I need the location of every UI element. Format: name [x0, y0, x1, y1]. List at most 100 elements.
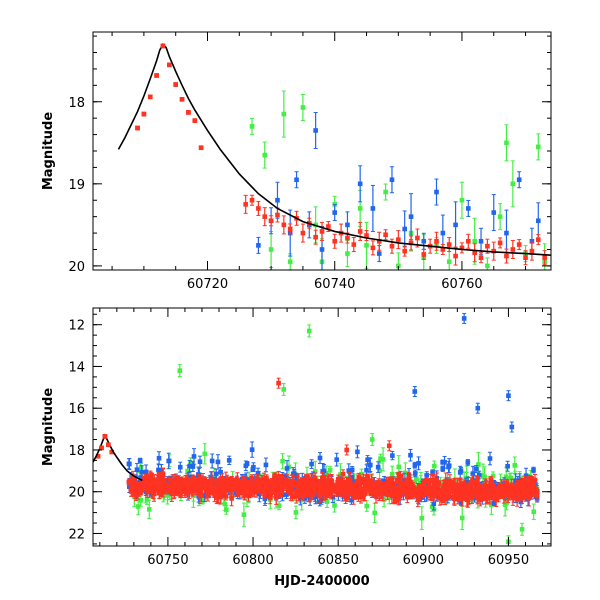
- red-data-point: [198, 145, 204, 151]
- blue-data-point: [370, 206, 376, 211]
- blue-data-point: [156, 455, 162, 461]
- red-data-point: [390, 482, 395, 488]
- red-data-point: [147, 94, 153, 100]
- green-data-point: [138, 498, 144, 503]
- green-data-point: [188, 460, 193, 466]
- red-data-point: [352, 483, 357, 489]
- red-data-point: [462, 483, 467, 489]
- blue-data-point: [213, 471, 219, 477]
- green-data-point: [281, 111, 287, 117]
- blue-data-point: [243, 463, 249, 469]
- red-data-point: [423, 478, 429, 484]
- red-data-point: [281, 222, 287, 228]
- red-data-point: [466, 238, 471, 244]
- blue-data-point: [345, 222, 350, 228]
- red-data-point: [340, 471, 346, 477]
- green-data-point: [300, 105, 306, 110]
- red-data-point: [345, 235, 350, 241]
- red-data-point: [505, 484, 510, 489]
- red-data-point: [319, 229, 325, 234]
- green-data-point: [476, 462, 481, 467]
- red-data-point: [147, 488, 152, 494]
- blue-data-point: [419, 495, 424, 500]
- green-data-point: [146, 507, 152, 512]
- red-data-point: [256, 206, 261, 211]
- blue-data-point: [470, 471, 476, 476]
- x-tick-label: 60760: [441, 277, 482, 292]
- blue-data-point: [402, 226, 407, 232]
- green-data-point: [535, 144, 541, 150]
- green-data-point: [389, 471, 395, 477]
- blue-data-point: [408, 452, 413, 458]
- blue-data-point: [334, 457, 339, 462]
- x-tick-label: 60720: [187, 277, 228, 292]
- model-curve: [117, 42, 551, 257]
- top-y-axis-title: Magnitude: [41, 112, 56, 191]
- red-data-point: [446, 242, 452, 247]
- blue-data-point: [349, 467, 355, 473]
- green-data-point: [249, 124, 255, 129]
- red-data-point: [332, 238, 338, 244]
- red-data-point: [249, 197, 255, 203]
- green-data-point: [357, 206, 363, 211]
- red-data-point: [408, 240, 414, 246]
- red-data-point: [501, 492, 507, 498]
- blue-data-point: [275, 197, 280, 203]
- red-data-point: [370, 245, 376, 251]
- red-data-point: [459, 245, 465, 251]
- blue-data-point: [209, 458, 215, 464]
- blue-data-point: [376, 251, 382, 256]
- blue-data-point: [249, 447, 255, 452]
- red-data-point: [300, 230, 306, 236]
- blue-data-point: [431, 501, 437, 507]
- green-data-point: [324, 499, 330, 504]
- red-data-point: [160, 43, 166, 49]
- red-data-point: [287, 226, 293, 232]
- red-data-point: [514, 496, 520, 502]
- green-data-point: [380, 457, 386, 462]
- blue-data-point: [476, 472, 482, 478]
- red-data-point: [326, 224, 331, 229]
- blue-data-point: [191, 454, 197, 459]
- green-data-point: [503, 474, 509, 480]
- red-data-point: [383, 232, 388, 238]
- red-data-point: [268, 218, 274, 224]
- blue-data-point: [256, 243, 261, 248]
- green-data-point: [200, 497, 205, 502]
- green-data-point: [396, 263, 401, 269]
- red-data-point: [523, 255, 528, 260]
- red-data-point: [135, 125, 140, 131]
- red-data-point: [154, 73, 159, 78]
- blue-data-point: [208, 474, 214, 480]
- green-data-point: [256, 473, 262, 479]
- green-data-point: [396, 464, 402, 470]
- green-data-point: [135, 504, 141, 509]
- green-data-point: [497, 214, 503, 219]
- red-data-point: [470, 479, 475, 485]
- red-data-point: [167, 62, 172, 68]
- green-data-point: [489, 502, 494, 508]
- green-data-point: [480, 473, 486, 479]
- red-data-point: [393, 498, 398, 504]
- red-data-point: [262, 214, 268, 219]
- blue-data-point: [197, 459, 203, 465]
- blue-data-point: [473, 466, 479, 472]
- green-data-point: [502, 502, 508, 508]
- blue-data-point: [412, 462, 418, 468]
- red-data-point: [192, 118, 198, 123]
- blue-data-point: [466, 206, 471, 211]
- red-data-point: [276, 474, 281, 479]
- green-data-point: [345, 251, 350, 256]
- red-data-point: [493, 496, 499, 502]
- red-data-point: [403, 489, 409, 495]
- green-data-point: [383, 189, 388, 195]
- red-data-point: [441, 497, 446, 503]
- red-data-point: [423, 485, 428, 491]
- green-data-point: [377, 468, 382, 473]
- green-data-point: [531, 509, 537, 515]
- blue-data-point: [309, 461, 314, 467]
- blue-data-point: [263, 462, 269, 468]
- red-data-point: [396, 237, 401, 242]
- red-data-point: [497, 240, 503, 246]
- blue-data-point: [226, 458, 232, 463]
